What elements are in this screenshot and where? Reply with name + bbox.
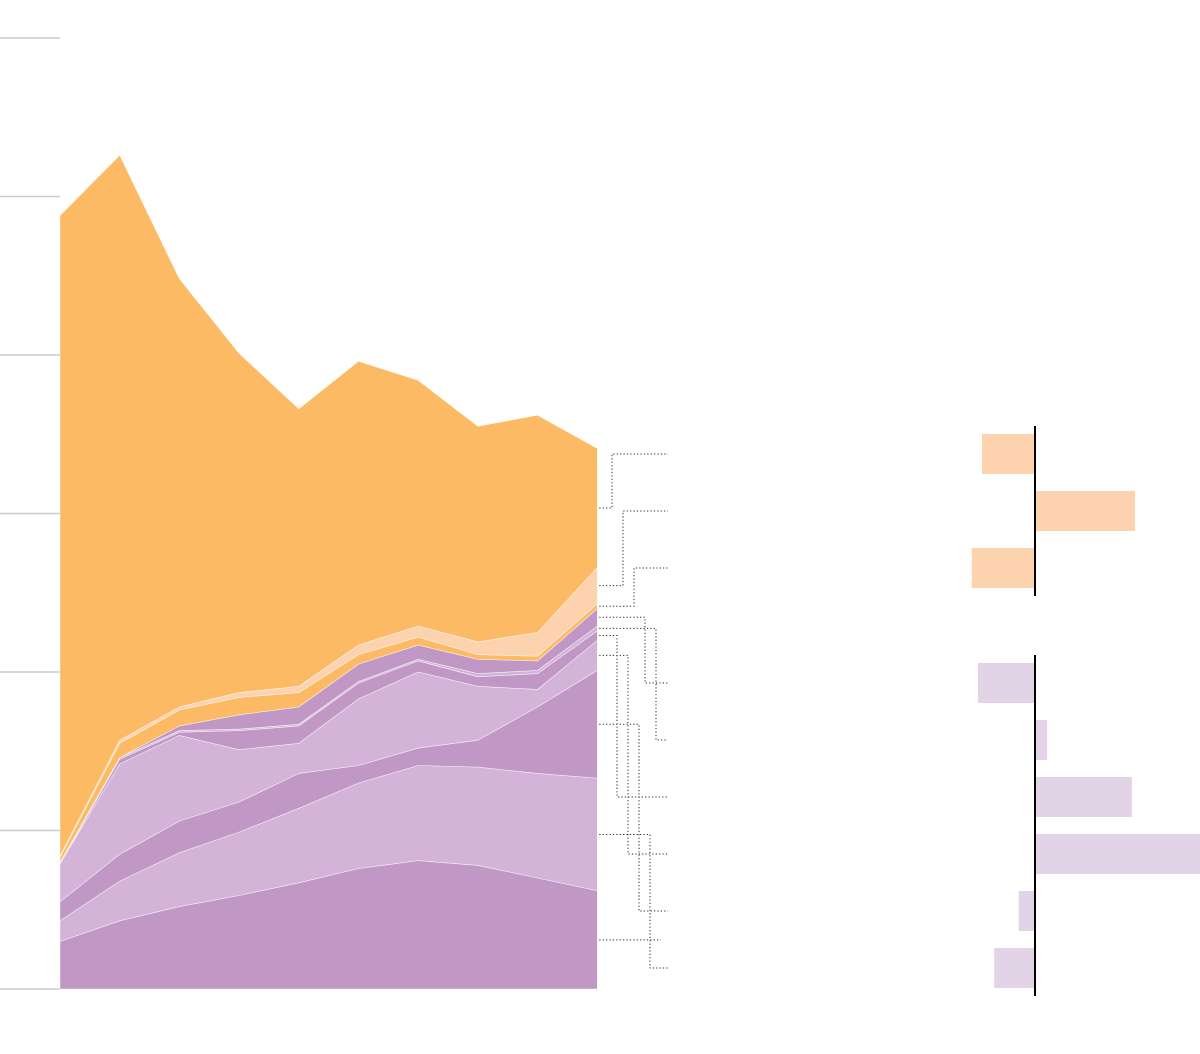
area-series-10: [59, 154, 598, 857]
bar-g2-1: [977, 663, 1035, 703]
leader-line-5: [599, 627, 668, 741]
bar-g1-1: [982, 434, 1035, 474]
bar-g1-3: [971, 548, 1035, 588]
bar-g1-2: [1035, 491, 1135, 531]
bar-g2-3: [1035, 777, 1132, 817]
leader-line-2: [599, 510, 668, 587]
leader-line-4: [599, 616, 668, 684]
bar-g2-6: [994, 948, 1035, 988]
stacked-area-layers: [59, 154, 598, 990]
leader-line-7: [599, 654, 668, 855]
bar-g2-4: [1035, 834, 1200, 874]
y-gridlines: [0, 37, 60, 990]
leader-line-3: [599, 567, 668, 607]
leader-line-8: [599, 723, 668, 912]
leader-line-9: [599, 834, 668, 969]
bar-g2-2: [1035, 720, 1048, 760]
leader-line-6: [599, 635, 668, 798]
change-bars: [971, 426, 1200, 996]
leader-line-1: [599, 453, 668, 509]
bar-g2-5: [1018, 891, 1035, 931]
leader-lines: [599, 453, 668, 969]
